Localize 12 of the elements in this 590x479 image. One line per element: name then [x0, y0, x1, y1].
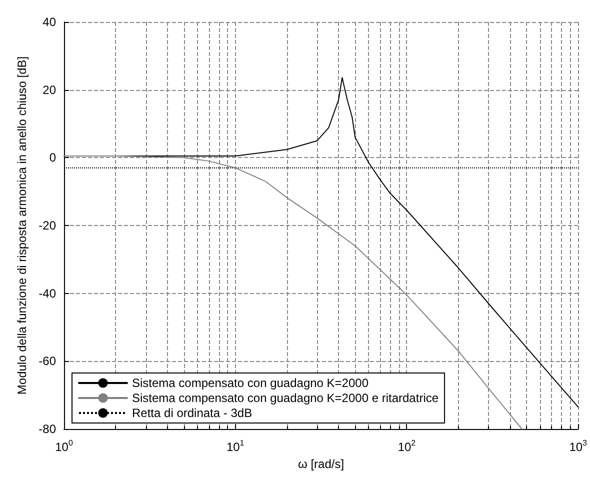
- y-tick-label: 0: [49, 150, 56, 165]
- y-tick-label: -60: [38, 354, 56, 368]
- y-tick-label: -40: [38, 286, 56, 300]
- y-tick-label: 20: [42, 82, 56, 97]
- legend-label: Retta di ordinata - 3dB: [132, 406, 252, 420]
- y-tick-label: -20: [38, 218, 56, 232]
- x-axis-title: ω [rad/s]: [298, 456, 344, 471]
- legend-label: Sistema compensato con guadagno K=2000 e ritardatrice: [132, 391, 439, 405]
- legend-label: Sistema compensato con guadagno K=2000: [132, 376, 369, 390]
- y-tick-label: -80: [38, 422, 56, 436]
- y-axis-title: Modulo della funzione di risposta armonica in anello chiuso [dB]: [14, 56, 29, 395]
- y-tick-label: 40: [42, 15, 56, 29]
